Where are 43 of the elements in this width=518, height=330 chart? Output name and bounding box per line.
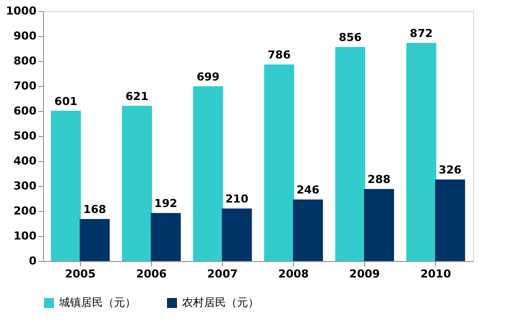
data-label: 210 xyxy=(225,192,249,206)
data-label: 872 xyxy=(410,27,433,40)
data-label: 699 xyxy=(196,70,220,84)
y-tick-label: 1000 xyxy=(6,4,37,18)
bar xyxy=(364,189,394,261)
bar xyxy=(264,64,294,261)
x-tick-label: 2005 xyxy=(65,268,96,280)
bar xyxy=(80,219,110,261)
data-label: 246 xyxy=(296,184,320,196)
bar xyxy=(150,213,181,261)
bar xyxy=(335,47,366,261)
y-tick-label: 300 xyxy=(14,180,37,192)
y-tick-label: 600 xyxy=(14,104,37,118)
bar xyxy=(406,43,436,261)
data-label: 288 xyxy=(368,173,391,186)
y-tick-label: 400 xyxy=(14,154,37,168)
data-label: 168 xyxy=(83,203,106,216)
x-tick-label: 2006 xyxy=(136,268,168,280)
x-tick-label: 2008 xyxy=(278,268,309,280)
bar xyxy=(122,106,152,261)
bar xyxy=(222,208,252,261)
data-label: 192 xyxy=(154,197,178,210)
bar xyxy=(292,200,323,261)
y-tick-label: 0 xyxy=(28,254,37,268)
data-label: 786 xyxy=(268,48,291,62)
legend-label: 城镇居民（元） xyxy=(58,296,136,309)
y-tick-label: 900 xyxy=(14,30,37,42)
data-label: 856 xyxy=(338,31,362,44)
bar xyxy=(193,86,224,261)
x-tick-label: 2010 xyxy=(420,268,452,280)
bar xyxy=(435,180,466,261)
x-tick-label: 2009 xyxy=(349,268,380,280)
data-label: 621 xyxy=(125,90,148,103)
legend-label: 农村居民（元） xyxy=(182,296,259,309)
x-tick-label: 2007 xyxy=(207,268,238,280)
bar xyxy=(50,110,81,261)
data-label: 601 xyxy=(54,94,78,108)
data-label: 326 xyxy=(438,164,462,176)
y-tick-label: 500 xyxy=(14,130,37,142)
y-tick-label: 200 xyxy=(14,204,37,218)
y-tick-label: 100 xyxy=(14,230,37,242)
y-tick-label: 700 xyxy=(14,80,37,92)
y-tick-label: 800 xyxy=(14,54,37,68)
